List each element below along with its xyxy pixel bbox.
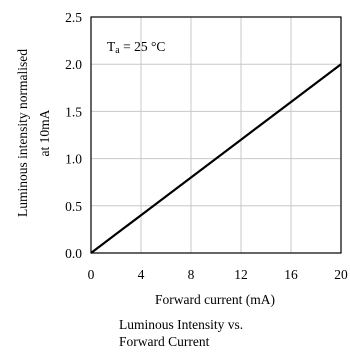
x-tick-label-1: 4 (138, 267, 145, 282)
y-tick-label-0: 0.0 (65, 246, 82, 261)
y-tick-label-1: 0.5 (65, 199, 82, 214)
temperature-annotation: Ta = 25 °C (107, 39, 165, 56)
y-axis-label-line-1: Luminous intensity normalised (15, 49, 30, 217)
x-tick-label-4: 16 (284, 267, 298, 282)
y-tick-label-4: 2.0 (65, 57, 82, 72)
x-axis-label: Forward current (mA) (155, 292, 275, 307)
x-tick-labels: 0 4 8 12 16 20 (88, 267, 348, 282)
caption-line-1: Luminous Intensity vs. (119, 317, 243, 332)
y-tick-label-3: 1.5 (65, 104, 82, 119)
caption-line-2: Forward Current (119, 334, 210, 349)
x-tick-label-5: 20 (334, 267, 348, 282)
y-tick-labels: 0.0 0.5 1.0 1.5 2.0 2.5 (65, 10, 82, 261)
y-axis-label-line-2: at 10mA (37, 109, 52, 156)
y-tick-label-2: 1.0 (65, 152, 82, 167)
x-tick-label-2: 8 (188, 267, 195, 282)
x-tick-label-3: 12 (234, 267, 248, 282)
y-tick-label-5: 2.5 (65, 10, 82, 25)
x-tick-label-0: 0 (88, 267, 95, 282)
